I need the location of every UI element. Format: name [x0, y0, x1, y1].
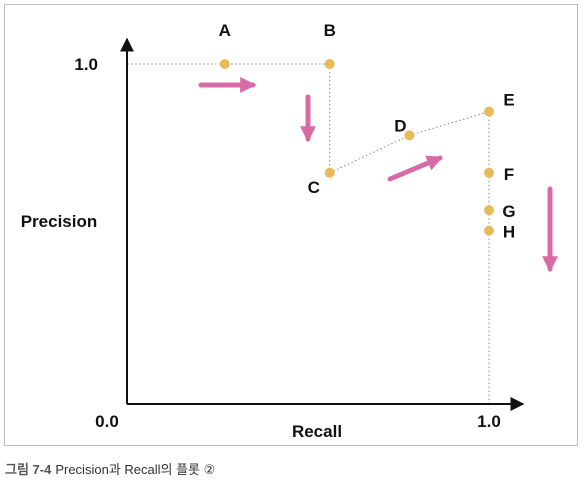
- caption-label: 그림 7-4: [5, 462, 52, 477]
- data-point-e: [484, 106, 494, 117]
- data-point-f: [484, 167, 494, 178]
- data-point-d: [404, 130, 415, 141]
- data-point-b: [324, 59, 335, 69]
- pr-segment-C-D: [329, 134, 410, 174]
- point-label-g: G: [502, 202, 515, 221]
- point-label-f: F: [504, 165, 514, 184]
- data-point-a: [219, 59, 230, 69]
- direction-arrow-up-right-2: [387, 155, 443, 182]
- x-tick-label: 1.0: [477, 412, 501, 431]
- point-label-h: H: [503, 223, 515, 242]
- caption-text: Precision과 Recall의 플롯 ②: [55, 462, 216, 477]
- y-axis-title: Precision: [21, 212, 98, 231]
- data-point-c: [324, 167, 335, 178]
- point-label-d: D: [394, 116, 406, 135]
- x-axis-title: Recall: [292, 422, 342, 441]
- point-label-c: C: [308, 178, 320, 197]
- point-label-b: B: [324, 21, 336, 40]
- point-label-a: A: [219, 21, 231, 40]
- point-label-e: E: [503, 91, 514, 110]
- pr-curve-chart: Precision Recall 1.0 0.0 1.0 A B C D E FGH: [21, 21, 559, 441]
- data-point-g: [484, 205, 494, 216]
- x-tick-label: 0.0: [95, 412, 119, 431]
- pr-segment-D-E: [409, 111, 490, 136]
- figure-frame: Precision Recall 1.0 0.0 1.0 A B C D E F G H: [4, 4, 578, 446]
- y-tick-label: 1.0: [74, 55, 98, 74]
- data-point-h: [484, 225, 494, 236]
- figure-caption: 그림 7-4 Precision과 Recall의 플롯 ②: [5, 459, 215, 478]
